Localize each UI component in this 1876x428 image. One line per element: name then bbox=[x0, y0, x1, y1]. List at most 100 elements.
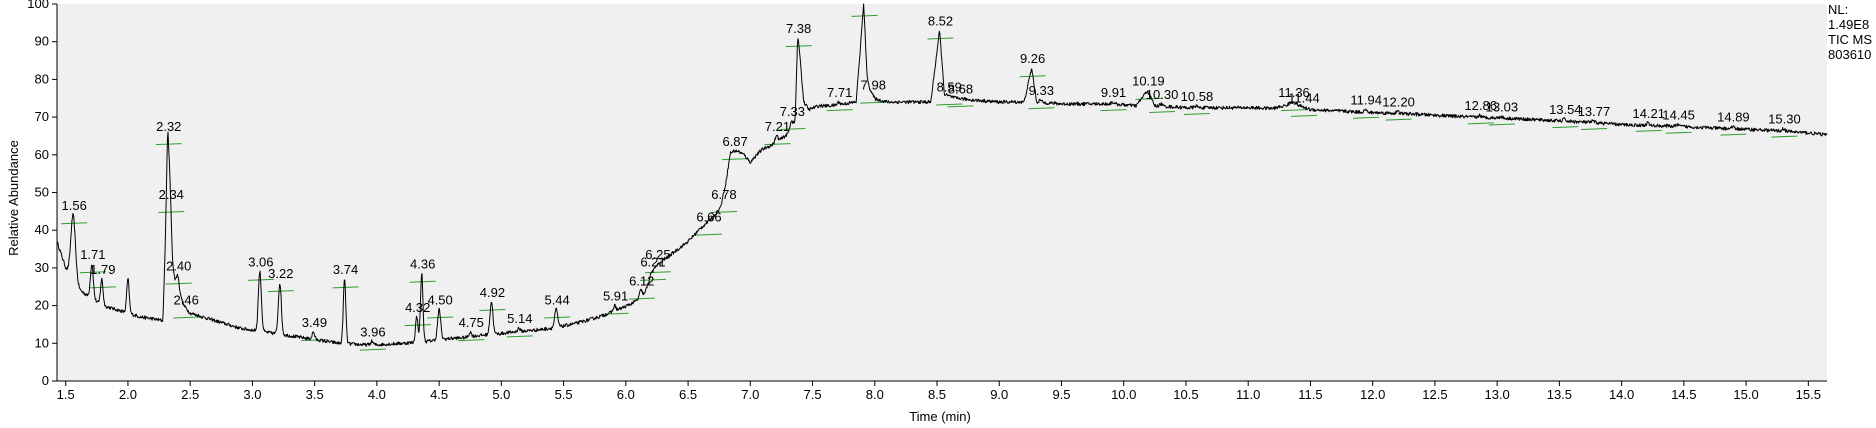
peak-label: 10.58 bbox=[1181, 89, 1214, 104]
x-tick-label: 2.0 bbox=[119, 387, 137, 402]
peak-integration-mark bbox=[1635, 129, 1662, 132]
x-tick-label: 1.5 bbox=[57, 387, 75, 402]
peak-label: 6.66 bbox=[696, 209, 721, 224]
peak-integration-mark bbox=[1467, 122, 1494, 125]
peak-label: 8.52 bbox=[928, 13, 953, 28]
peak-label: 8.68 bbox=[948, 81, 973, 96]
x-tick-label: 7.0 bbox=[741, 387, 759, 402]
x-tick-label: 9.5 bbox=[1052, 387, 1070, 402]
y-tick-label: 10 bbox=[35, 335, 49, 350]
peak-integration-mark bbox=[644, 271, 671, 274]
x-tick-label: 12.5 bbox=[1422, 387, 1447, 402]
peak-label: 10.30 bbox=[1146, 87, 1179, 102]
peak-integration-mark bbox=[710, 210, 737, 213]
y-tick-label: 90 bbox=[35, 34, 49, 49]
info-file-id: 803610 bbox=[1828, 47, 1871, 62]
peak-label: 3.06 bbox=[248, 255, 273, 270]
peak-integration-mark bbox=[1100, 109, 1127, 112]
x-tick-label: 9.0 bbox=[990, 387, 1008, 402]
x-tick-label: 14.5 bbox=[1671, 387, 1696, 402]
peak-label: 6.78 bbox=[711, 187, 736, 202]
peak-label: 1.71 bbox=[80, 247, 105, 262]
y-tick-label: 70 bbox=[35, 109, 49, 124]
x-axis-title: Time (min) bbox=[909, 409, 971, 424]
y-tick-label: 100 bbox=[27, 0, 49, 11]
peak-label: 11.36 bbox=[1278, 85, 1310, 100]
x-tick-label: 8.0 bbox=[866, 387, 884, 402]
peak-integration-mark bbox=[1552, 126, 1579, 129]
peak-label: 14.21 bbox=[1632, 106, 1665, 121]
peak-label: 7.91 bbox=[852, 0, 877, 2]
x-tick-label: 4.5 bbox=[430, 387, 448, 402]
peak-integration-mark bbox=[947, 105, 974, 108]
peak-label: 2.32 bbox=[156, 119, 181, 134]
peak-label: 1.79 bbox=[90, 262, 115, 277]
x-tick-label: 8.5 bbox=[928, 387, 946, 402]
x-tick-label: 13.0 bbox=[1484, 387, 1509, 402]
peak-label: 12.86 bbox=[1464, 98, 1497, 113]
y-axis-title: Relative Abundance bbox=[6, 140, 21, 256]
peak-label: 5.14 bbox=[507, 311, 532, 326]
peak-integration-mark bbox=[1665, 131, 1692, 134]
y-tick-label: 0 bbox=[42, 373, 49, 388]
x-tick-label: 5.0 bbox=[492, 387, 510, 402]
y-tick-label: 30 bbox=[35, 260, 49, 275]
peak-integration-mark bbox=[1290, 114, 1317, 117]
peak-label: 7.38 bbox=[786, 21, 811, 36]
y-tick-label: 50 bbox=[35, 185, 49, 200]
x-tick-label: 15.5 bbox=[1796, 387, 1821, 402]
peak-label: 12.20 bbox=[1382, 94, 1415, 109]
y-axis-ticks: 0 10 20 30 40 50 60 70 80 90 100 bbox=[27, 0, 57, 388]
peak-label: 9.91 bbox=[1101, 85, 1126, 100]
peak-label: 6.12 bbox=[629, 274, 654, 289]
peak-label: 2.34 bbox=[159, 187, 184, 202]
peak-integration-mark bbox=[1149, 111, 1176, 114]
peak-label: 1.56 bbox=[62, 198, 87, 213]
peak-integration-mark bbox=[764, 143, 791, 146]
peak-label: 11.44 bbox=[1288, 91, 1320, 106]
peak-integration-mark bbox=[1353, 116, 1380, 119]
peak-integration-mark bbox=[1135, 97, 1162, 100]
x-tick-label: 12.0 bbox=[1360, 387, 1385, 402]
peak-label: 13.77 bbox=[1578, 104, 1611, 119]
peak-label: 3.74 bbox=[333, 262, 358, 277]
peak-label: 2.40 bbox=[166, 258, 191, 273]
peak-label: 13.54 bbox=[1549, 102, 1582, 117]
y-tick-label: 20 bbox=[35, 298, 49, 313]
x-tick-label: 13.5 bbox=[1547, 387, 1572, 402]
peak-integration-mark bbox=[628, 297, 655, 300]
peak-integration-mark bbox=[1280, 109, 1308, 112]
peak-integration-mark bbox=[695, 233, 723, 236]
x-tick-label: 2.5 bbox=[181, 387, 199, 402]
info-nl-value: 1.49E8 bbox=[1828, 17, 1869, 32]
peak-label: 15.30 bbox=[1768, 111, 1801, 126]
peak-label: 11.94 bbox=[1350, 93, 1382, 108]
peak-label: 6.21 bbox=[640, 255, 665, 270]
peak-integration-mark bbox=[506, 335, 533, 338]
x-tick-label: 3.5 bbox=[306, 387, 324, 402]
peak-label: 8.59 bbox=[937, 79, 962, 94]
peak-label: 10.19 bbox=[1132, 74, 1165, 89]
peak-label: 4.92 bbox=[480, 285, 505, 300]
peak-integration-mark bbox=[458, 339, 485, 342]
peak-integration-mark bbox=[936, 103, 963, 106]
peak-label: 3.49 bbox=[302, 315, 327, 330]
x-tick-label: 6.5 bbox=[679, 387, 697, 402]
x-tick-label: 10.0 bbox=[1111, 387, 1136, 402]
peak-integration-mark bbox=[301, 339, 328, 342]
peak-integration-mark bbox=[1580, 128, 1608, 131]
peak-label: 6.87 bbox=[722, 134, 747, 149]
peak-integration-mark bbox=[826, 109, 853, 112]
peak-integration-mark bbox=[1720, 133, 1747, 136]
info-nl-label: NL: bbox=[1828, 2, 1848, 17]
peak-label: 4.50 bbox=[427, 292, 452, 307]
peak-integration-mark bbox=[1385, 118, 1412, 121]
peak-label: 13.03 bbox=[1486, 99, 1519, 114]
peak-integration-mark bbox=[173, 316, 200, 319]
info-box: NL: 1.49E8 TIC MS 803610 bbox=[1828, 2, 1872, 62]
peak-integration-mark bbox=[1183, 112, 1210, 115]
peak-label: 7.71 bbox=[827, 85, 852, 100]
x-tick-label: 7.5 bbox=[804, 387, 822, 402]
y-tick-label: 60 bbox=[35, 147, 49, 162]
